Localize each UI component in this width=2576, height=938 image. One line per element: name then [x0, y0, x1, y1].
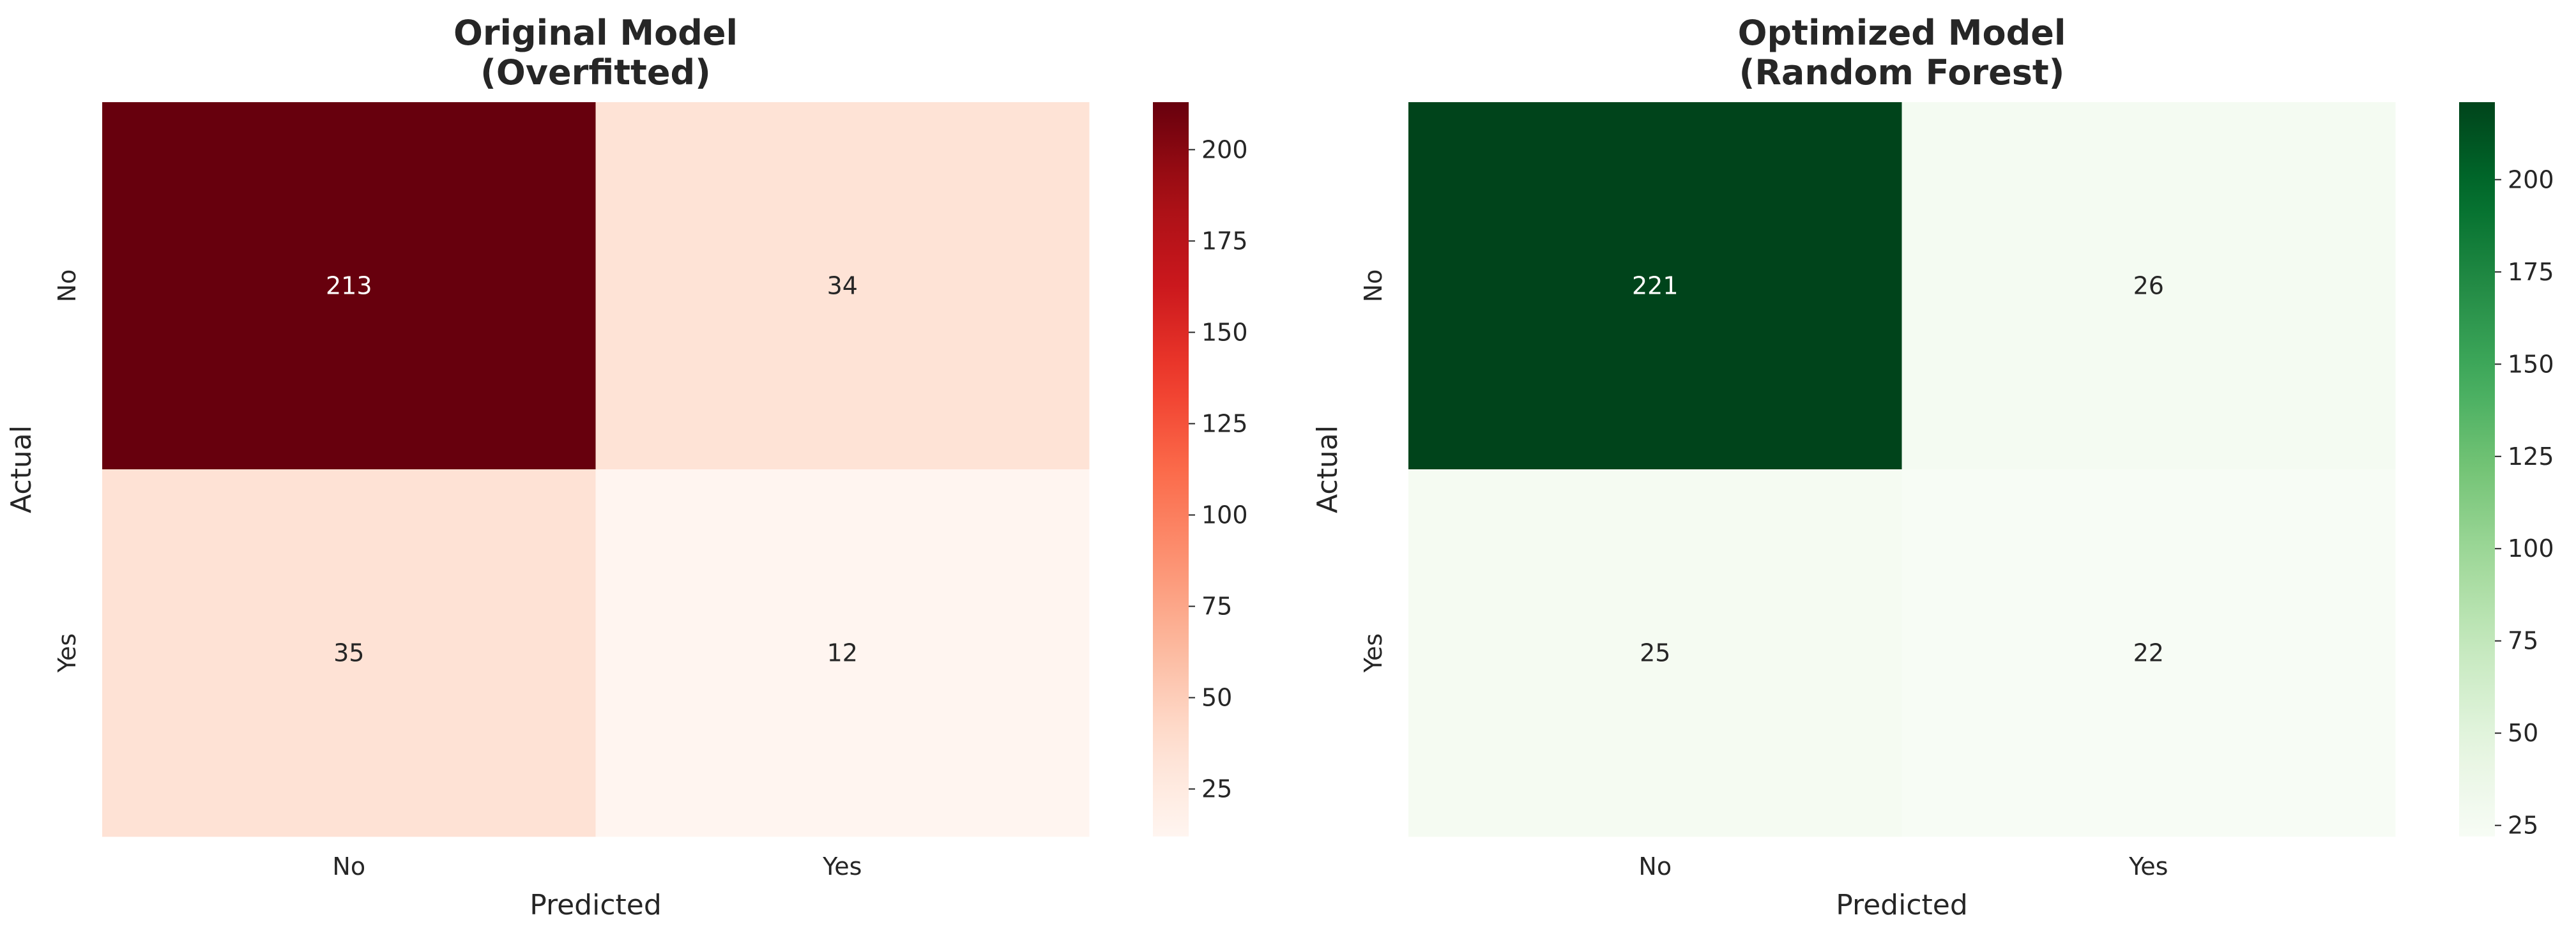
heatmap-cell: [1902, 102, 2396, 470]
heatmap-cell: [1902, 469, 2396, 837]
colorbar-tick-label: 200: [1201, 135, 1248, 163]
x-tick-label: Yes: [822, 852, 862, 881]
x-axis-label: Predicted: [1836, 889, 1968, 921]
x-tick-label: Yes: [2128, 852, 2168, 881]
chart-title: Optimized Model (Random Forest): [1738, 13, 2066, 93]
colorbar-tick-label: 25: [1201, 775, 1232, 803]
chart-title-line: Optimized Model: [1738, 13, 2066, 53]
colorbar: [1153, 102, 1189, 836]
colorbar-tick-label: 125: [1201, 409, 1248, 437]
chart-title: Original Model (Overfitted): [453, 13, 738, 93]
colorbar-tick-label: 50: [1201, 684, 1232, 712]
heatmap-panel-1: Original Model (Overfitted) 213 34 35 12 No Yes…: [5, 13, 1248, 921]
colorbar-tick-label: 75: [2508, 627, 2538, 655]
colorbar-tick-label: 100: [2508, 534, 2554, 563]
cell-value-label: 213: [326, 272, 372, 300]
cell-value-label: 35: [333, 639, 364, 667]
colorbar-tick-label: 150: [1201, 318, 1248, 346]
chart-title-line: (Random Forest): [1739, 52, 2065, 93]
colorbar-tick-label: 175: [1201, 227, 1248, 255]
heatmap-cell: [102, 469, 596, 837]
colorbar: [2459, 102, 2495, 836]
chart-title-line: Original Model: [453, 13, 738, 53]
y-axis-label: Actual: [1311, 425, 1344, 513]
colorbar-tick-label: 150: [2508, 350, 2554, 378]
y-axis-label: Actual: [5, 425, 38, 513]
heatmap-cell: [1408, 469, 1902, 837]
colorbar-tick-label: 125: [2508, 443, 2554, 471]
x-tick-label: No: [332, 852, 365, 881]
cell-value-label: 221: [1632, 272, 1679, 300]
colorbar-tick-label: 100: [1201, 501, 1248, 529]
colorbar-tick-label: 175: [2508, 258, 2554, 286]
colorbar-tick-label: 200: [2508, 165, 2554, 193]
colorbar-tick-label: 75: [1201, 593, 1232, 621]
y-tick-label: Yes: [1359, 633, 1387, 673]
y-tick-label: No: [53, 269, 81, 303]
heatmap-cell: [595, 469, 1090, 837]
heatmap-panel-2: Optimized Model (Random Forest) 221 26 25 22 N…: [1311, 13, 2554, 921]
cell-value-label: 25: [1640, 639, 1670, 667]
heatmap-cell: [595, 102, 1090, 470]
heatmap-cell: [102, 102, 596, 470]
colorbar-tick-label: 50: [2508, 719, 2538, 747]
y-tick-label: No: [1359, 269, 1387, 303]
x-axis-label: Predicted: [530, 889, 662, 921]
chart-title-line: (Overfitted): [480, 52, 711, 93]
cell-value-label: 22: [2133, 639, 2164, 667]
y-tick-label: Yes: [53, 633, 81, 673]
heatmap-cell: [1408, 102, 1902, 470]
cell-value-label: 34: [827, 272, 858, 300]
cell-value-label: 12: [827, 639, 858, 667]
x-tick-label: No: [1638, 852, 1672, 881]
cell-value-label: 26: [2133, 272, 2164, 300]
colorbar-tick-label: 25: [2508, 812, 2538, 840]
